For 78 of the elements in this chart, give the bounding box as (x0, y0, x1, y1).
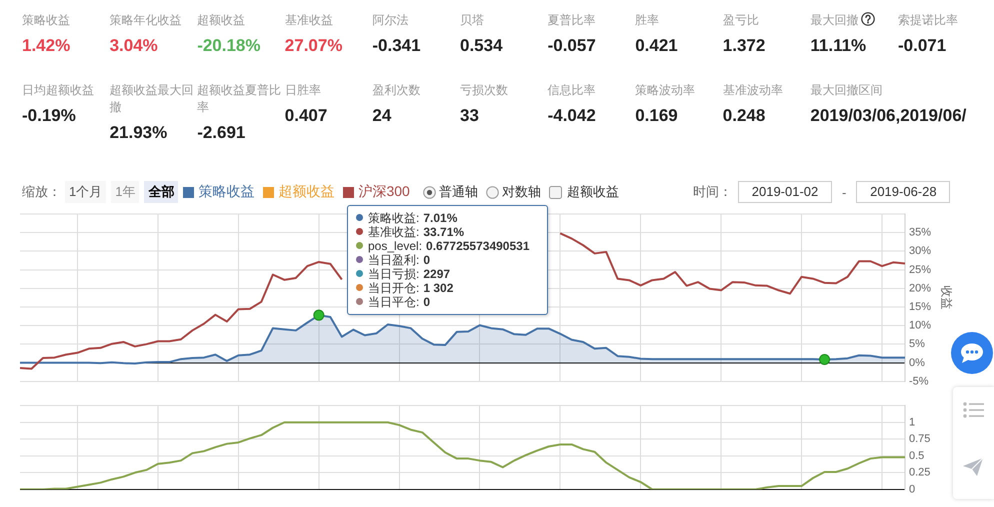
y-tick-label: 5% (909, 338, 926, 350)
text: 24 (372, 106, 392, 125)
text: 27.07% (284, 36, 342, 55)
text: 11.11% (810, 36, 866, 55)
text: -20.18% (197, 36, 261, 55)
text: 0.534 (460, 36, 503, 55)
category-label: 盈利次数 (372, 83, 420, 97)
zoom-button: 全部 (144, 181, 178, 203)
category-label: 盈亏比 (722, 13, 759, 27)
legend-label: 策略收益 (198, 183, 254, 201)
text: 2019/03/06,2019/06/ (810, 106, 966, 125)
category-label: 基准收益 (284, 13, 333, 27)
category-label: 信息比率 (548, 83, 596, 97)
y-tick-label: 15% (909, 301, 932, 314)
annotation: 基准收益: 33.71% (368, 225, 464, 239)
text: 对数轴 (502, 183, 541, 201)
annotation: 当日开仓: 1 302 (368, 281, 454, 295)
text: - (842, 184, 846, 200)
category-label: 超额收益 (197, 13, 246, 27)
annotation: 当日平仓: 0 (368, 295, 430, 309)
y-tick-label: 25% (909, 264, 932, 276)
text: 1.372 (722, 36, 766, 55)
y-tick-label: 0.25 (909, 466, 930, 479)
category-label: 超额收益夏普比率 (197, 83, 282, 114)
category-label: 日均超额收益 (22, 83, 94, 97)
y-tick-label: 10% (909, 320, 932, 332)
text: 3.04% (110, 36, 158, 55)
text: 0.407 (284, 106, 328, 125)
text: -0.057 (548, 36, 596, 55)
text: 1.42% (22, 36, 70, 55)
annotation: pos_level: 0.67725573490531 (368, 239, 530, 253)
category-label: 日胜率 (284, 83, 321, 97)
category-label: 亏损次数 (460, 83, 508, 97)
text: 33 (460, 106, 479, 125)
text: -0.341 (372, 36, 421, 55)
date-field: 2019-01-02 (738, 181, 832, 203)
y-tick-label: 0.5 (909, 450, 924, 462)
text: 0.248 (722, 106, 766, 125)
zoom-button: 1个月 (65, 181, 106, 203)
text: 21.93% (110, 123, 168, 142)
category-label: 索提诺比率 (898, 13, 958, 27)
category-label: 夏普比率 (548, 13, 596, 27)
category-label: 贝塔 (460, 13, 484, 27)
text: 缩放： (22, 183, 61, 201)
category-label: 最大回撤 (810, 13, 858, 27)
y-tick-label: 0.75 (909, 433, 930, 446)
y-tick-label: 30% (909, 245, 932, 258)
text: -4.042 (548, 106, 596, 125)
category-label: 策略波动率 (635, 83, 696, 97)
y-tick-label: 0% (909, 356, 926, 369)
y-axis-title: 收益 (939, 286, 954, 310)
category-label: 胜率 (635, 13, 660, 27)
text: -2.691 (197, 123, 246, 142)
y-tick-label: 0 (909, 483, 916, 496)
text: -0.071 (898, 36, 946, 55)
text: -0.19% (22, 106, 76, 125)
annotation: 策略收益: 7.01% (368, 211, 458, 225)
category-label: 最大回撤区间 (810, 83, 882, 97)
category-label: 超额收益最大回撤 (110, 83, 194, 114)
legend-label: 沪深300 (358, 183, 410, 201)
y-tick-label: -5% (909, 375, 929, 388)
category-label: 基准波动率 (722, 83, 783, 97)
date-field: 2019-06-28 (856, 181, 950, 203)
text: 普通轴 (438, 183, 478, 201)
text: 超额收益 (566, 183, 619, 201)
y-tick-label: 35% (909, 226, 932, 239)
category-label: 策略年化收益 (110, 13, 182, 27)
legend-label: 超额收益 (278, 183, 334, 201)
category-label: 阿尔法 (372, 13, 408, 27)
text: 0.421 (635, 36, 678, 55)
zoom-button: 1年 (111, 181, 140, 203)
annotation: 当日盈利: 0 (368, 253, 430, 267)
text: 0.169 (635, 106, 678, 125)
annotation: 当日亏损: 2297 (368, 267, 450, 281)
y-tick-label: 1 (909, 416, 916, 428)
text: 时间： (693, 183, 732, 201)
category-label: 策略收益 (22, 13, 70, 27)
y-tick-label: 20% (909, 282, 932, 294)
